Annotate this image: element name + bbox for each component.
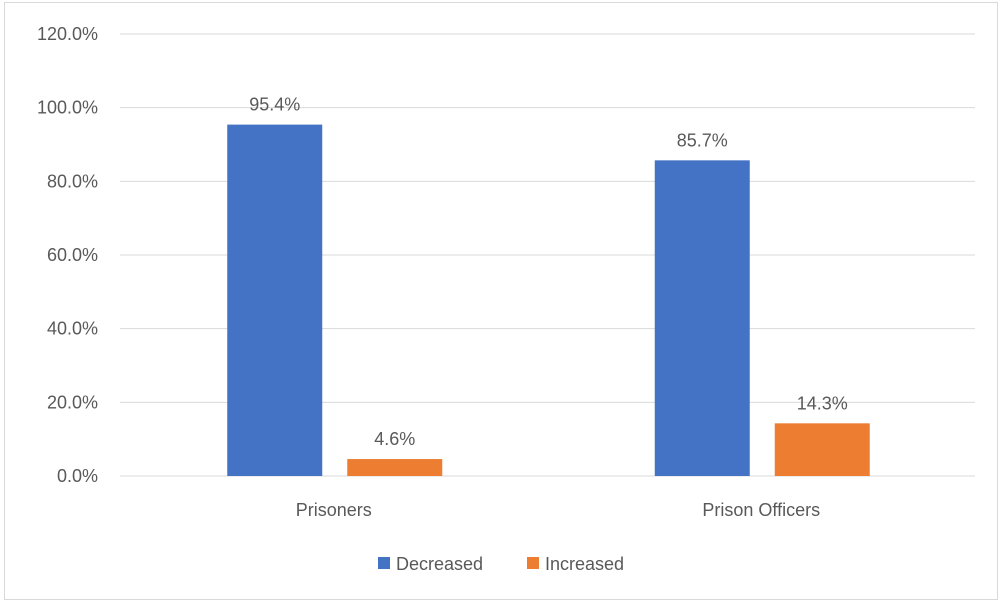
- legend-label: Decreased: [396, 554, 483, 574]
- y-tick-label: 0.0%: [57, 466, 98, 486]
- y-tick-label: 80.0%: [47, 171, 98, 191]
- data-label: 4.6%: [374, 429, 415, 449]
- bar-increased: [347, 459, 443, 476]
- x-tick-label: Prisoners: [296, 500, 372, 520]
- y-tick-label: 40.0%: [47, 319, 98, 339]
- y-tick-label: 120.0%: [37, 24, 98, 44]
- y-tick-label: 100.0%: [37, 98, 98, 118]
- legend-label: Increased: [545, 554, 624, 574]
- data-label: 14.3%: [797, 393, 848, 413]
- bar-decreased: [654, 160, 750, 477]
- data-label: 95.4%: [249, 95, 300, 115]
- y-tick-label: 60.0%: [47, 245, 98, 265]
- bar-decreased: [227, 124, 323, 477]
- x-tick-label: Prison Officers: [702, 500, 820, 520]
- legend-swatch-decreased: [378, 557, 390, 569]
- data-label: 85.7%: [677, 130, 728, 150]
- y-tick-label: 20.0%: [47, 392, 98, 412]
- bar-increased: [774, 423, 870, 476]
- chart-frame: [4, 2, 998, 600]
- legend-swatch-increased: [527, 557, 539, 569]
